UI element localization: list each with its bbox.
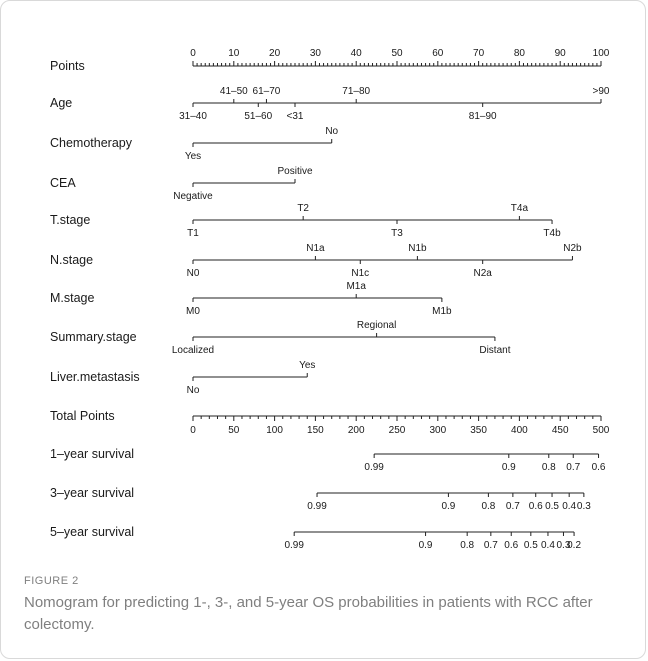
total-points-tick-label: 350: [470, 425, 487, 436]
3-year-survival-level-label: 0.5: [545, 501, 559, 512]
age-level-label: <31: [287, 111, 304, 122]
n-stage-level-label: N1a: [306, 243, 325, 254]
total-points-tick-label: 250: [389, 425, 406, 436]
total-points-tick-label: 100: [266, 425, 283, 436]
n-stage-row-label: N.stage: [50, 253, 93, 267]
5-year-survival-level-label: 0.5: [524, 540, 538, 551]
total-points-tick-label: 300: [429, 425, 446, 436]
m-stage-level-label: M1a: [346, 281, 366, 292]
points-tick-label: 40: [351, 48, 363, 59]
1-year-survival-level-label: 0.8: [542, 462, 556, 473]
3-year-survival-level-label: 0.4: [562, 501, 576, 512]
n-stage-level-label: N2a: [474, 268, 493, 279]
3-year-survival-level-label: 0.6: [529, 501, 543, 512]
points-tick-label: 10: [228, 48, 240, 59]
3-year-survival-row-label: 3–year survival: [50, 486, 134, 500]
3-year-survival-level-label: 0.8: [481, 501, 495, 512]
m-stage-row-label: M.stage: [50, 291, 95, 305]
m-stage-level-label: M0: [186, 306, 200, 317]
n-stage-level-label: N1c: [351, 268, 369, 279]
points-row-label: Points: [50, 59, 85, 73]
3-year-survival-level-label: 0.9: [441, 501, 455, 512]
5-year-survival-level-label: 0.3: [557, 540, 571, 551]
5-year-survival-level-label: 0.9: [419, 540, 433, 551]
n-stage-level-label: N1b: [408, 243, 427, 254]
total-points-tick-label: 150: [307, 425, 324, 436]
liver-metastasis-level-label: No: [187, 385, 200, 396]
age-level-label: >90: [593, 86, 610, 97]
total-points-tick-label: 400: [511, 425, 528, 436]
points-tick-label: 60: [432, 48, 444, 59]
chemotherapy-row-label: Chemotherapy: [50, 136, 133, 150]
chemotherapy-level-label: Yes: [185, 151, 201, 162]
figure-label: FIGURE 2: [24, 575, 79, 587]
total-points-row-label: Total Points: [50, 409, 115, 423]
points-tick-label: 20: [269, 48, 281, 59]
total-points-tick-label: 50: [228, 425, 240, 436]
total-points-tick-label: 200: [348, 425, 365, 436]
3-year-survival-level-label: 0.3: [577, 501, 591, 512]
summary-stage-level-label: Localized: [172, 345, 214, 356]
age-level-label: 31–40: [179, 111, 207, 122]
age-level-label: 41–50: [220, 86, 248, 97]
total-points-tick-label: 0: [190, 425, 196, 436]
age-level-label: 51–60: [244, 111, 272, 122]
points-tick-label: 70: [473, 48, 485, 59]
3-year-survival-level-label: 0.7: [506, 501, 520, 512]
age-level-label: 61–70: [253, 86, 281, 97]
1-year-survival-level-label: 0.9: [502, 462, 516, 473]
summary-stage-level-label: Distant: [479, 345, 510, 356]
5-year-survival-level-label: 0.99: [284, 540, 304, 551]
1-year-survival-level-label: 0.99: [364, 462, 384, 473]
n-stage-level-label: N0: [187, 268, 200, 279]
5-year-survival-level-label: 0.2: [567, 540, 581, 551]
age-row-label: Age: [50, 96, 72, 110]
3-year-survival-level-label: 0.99: [307, 501, 327, 512]
1-year-survival-level-label: 0.6: [592, 462, 606, 473]
cea-level-label: Positive: [277, 166, 312, 177]
age-level-label: 71–80: [342, 86, 370, 97]
5-year-survival-level-label: 0.6: [504, 540, 518, 551]
summary-stage-level-label: Regional: [357, 320, 396, 331]
points-tick-label: 50: [391, 48, 403, 59]
liver-metastasis-row-label: Liver.metastasis: [50, 370, 140, 384]
t-stage-level-label: T1: [187, 228, 199, 239]
cea-row-label: CEA: [50, 176, 76, 190]
t-stage-level-label: T4a: [511, 203, 529, 214]
figure-caption: Nomogram for predicting 1-, 3-, and 5-ye…: [24, 594, 593, 633]
t-stage-row-label: T.stage: [50, 213, 90, 227]
t-stage-level-label: T2: [297, 203, 309, 214]
points-tick-label: 30: [310, 48, 322, 59]
n-stage-level-label: N2b: [563, 243, 582, 254]
points-tick-label: 100: [593, 48, 610, 59]
points-tick-label: 80: [514, 48, 526, 59]
cea-level-label: Negative: [173, 191, 213, 202]
5-year-survival-level-label: 0.8: [460, 540, 474, 551]
t-stage-level-label: T4b: [543, 228, 561, 239]
m-stage-level-label: M1b: [432, 306, 452, 317]
chemotherapy-level-label: No: [325, 126, 338, 137]
5-year-survival-row-label: 5–year survival: [50, 525, 134, 539]
points-tick-label: 90: [555, 48, 567, 59]
summary-stage-row-label: Summary.stage: [50, 330, 137, 344]
1-year-survival-row-label: 1–year survival: [50, 447, 134, 461]
5-year-survival-level-label: 0.4: [541, 540, 555, 551]
5-year-survival-level-label: 0.7: [484, 540, 498, 551]
points-tick-label: 0: [190, 48, 196, 59]
t-stage-level-label: T3: [391, 228, 403, 239]
1-year-survival-level-label: 0.7: [566, 462, 580, 473]
age-level-label: 81–90: [469, 111, 497, 122]
total-points-tick-label: 450: [552, 425, 569, 436]
total-points-tick-label: 500: [593, 425, 610, 436]
liver-metastasis-level-label: Yes: [299, 360, 315, 371]
nomogram-chart: Points 0 10 20 30 40 50 60 70 80 90 100 Age 41–50 61–7…: [50, 48, 610, 551]
